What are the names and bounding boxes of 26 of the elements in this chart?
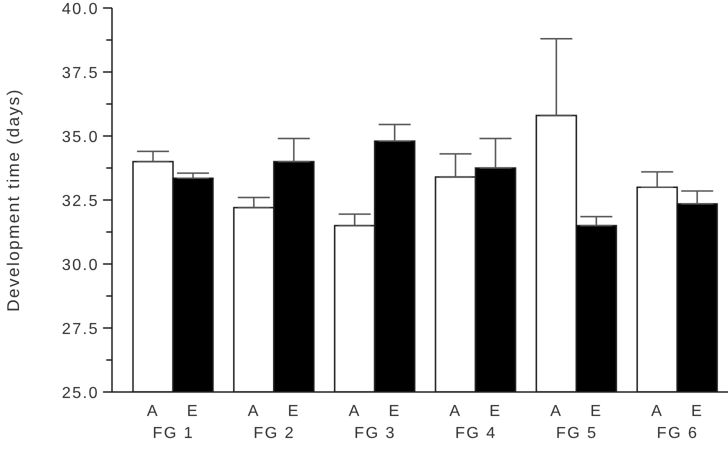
- y-tick-label: 30.0: [62, 257, 99, 274]
- text: E: [288, 403, 300, 420]
- x-tick-label: FG 1: [152, 425, 194, 442]
- y-axis-title: Development time (days): [4, 88, 24, 312]
- text: E: [691, 403, 704, 420]
- text: A: [550, 403, 562, 420]
- y-tick-label: 37.5: [62, 65, 99, 82]
- text: E: [388, 403, 401, 420]
- series-label: E: [186, 403, 200, 420]
- y-tick-label: 25.0: [62, 385, 99, 402]
- text: E: [590, 403, 602, 420]
- text: A: [248, 403, 260, 420]
- y-tick-label: 35.0: [62, 129, 99, 146]
- text: A: [449, 403, 462, 420]
- series-label: A: [146, 403, 160, 420]
- text: A: [651, 403, 664, 420]
- x-tick-label: FG 2: [253, 425, 296, 442]
- x-tick-label: FG 6: [656, 425, 698, 442]
- x-tick-label: FG 5: [556, 425, 598, 442]
- y-tick-label: 32.5: [62, 193, 99, 210]
- y-tick-label: 40.0: [62, 1, 99, 18]
- text: A: [348, 403, 361, 420]
- x-tick-label: FG 3: [354, 425, 396, 442]
- x-tick-label: FG 4: [455, 425, 497, 442]
- y-tick-label: 27.5: [62, 321, 99, 338]
- text: E: [489, 403, 502, 420]
